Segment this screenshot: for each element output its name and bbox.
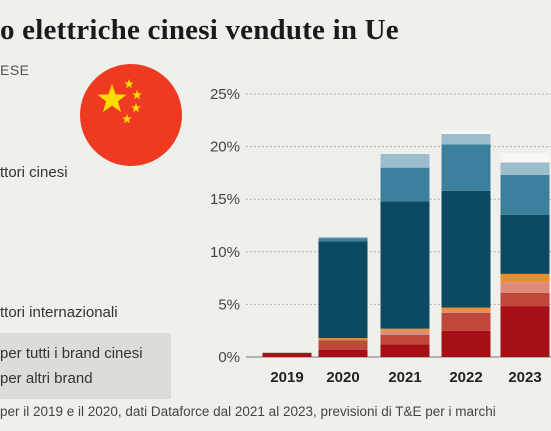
x-axis-ticks: 2019 2020 2021 2022 2023: [270, 369, 541, 386]
legend-international-makers: ttori internazionali: [0, 304, 118, 321]
x-tick-label: 2019: [270, 369, 303, 386]
flag-small-star-2: [132, 90, 142, 100]
chart-title: o elettriche cinesi vendute in Ue: [0, 14, 399, 46]
bar-segment-2021-0: [380, 344, 430, 357]
bar-segment-2023-7: [500, 152, 550, 163]
flag-circle: [80, 64, 182, 166]
legend-chinese-makers: ttori cinesi: [0, 164, 68, 181]
x-tick-label: 2022: [449, 369, 482, 386]
legend-all-chinese-brands: per tutti i brand cinesi: [0, 345, 143, 362]
bar-segment-2022-4: [441, 190, 491, 308]
bar-segment-2022-7: [441, 130, 491, 134]
flag-small-star-3: [131, 103, 141, 113]
bar-segment-2020-4: [318, 241, 368, 339]
y-tick-label: 10%: [210, 244, 240, 261]
legend-other-brands: per altri brand: [0, 370, 93, 387]
y-tick-label: 20%: [210, 139, 240, 156]
bar-segment-2021-1: [380, 334, 430, 345]
bar-segment-2023-5: [500, 175, 550, 215]
bar-segment-2023-2: [500, 282, 550, 293]
bar-segment-2020-3: [318, 338, 368, 341]
bars: [262, 130, 550, 357]
legend-box: per tutti i brand cinesi per altri brand: [0, 333, 171, 399]
x-tick-label: 2020: [326, 369, 359, 386]
china-flag-icon: [80, 64, 182, 171]
bar-segment-2020-1: [318, 340, 368, 350]
bar-segment-2021-6: [380, 153, 430, 168]
bar-segment-2022-0: [441, 330, 491, 357]
bar-segment-2021-3: [380, 328, 430, 331]
flag-small-star-4: [122, 114, 132, 124]
bar-segment-2021-4: [380, 201, 430, 329]
y-tick-label: 25%: [210, 86, 240, 103]
bar-segment-2020-0: [318, 349, 368, 357]
x-tick-label: 2021: [388, 369, 421, 386]
bar-segment-2022-5: [441, 144, 491, 191]
bar-segment-2023-3: [500, 273, 550, 283]
bar-segment-2023-6: [500, 162, 550, 176]
bar-segment-2020-5: [318, 238, 368, 242]
bar-segment-2021-2: [380, 330, 430, 335]
chart-subtitle: ESE: [0, 62, 30, 78]
bar-segment-2023-0: [500, 306, 550, 357]
source-note: per il 2019 e il 2020, dati Dataforce da…: [0, 404, 496, 419]
bar-segment-2022-2: [441, 310, 491, 313]
bar-segment-2022-1: [441, 312, 491, 331]
flag-small-star-1: [124, 79, 134, 89]
x-tick-label: 2023: [508, 369, 541, 386]
y-tick-label: 15%: [210, 191, 240, 208]
bar-segment-2022-6: [441, 133, 491, 145]
bar-segment-2023-1: [500, 292, 550, 307]
bar-segment-2021-5: [380, 167, 430, 202]
y-tick-label: 5%: [218, 296, 240, 313]
bar-segment-2023-4: [500, 214, 550, 274]
bar-segment-2019-0: [262, 352, 312, 357]
bar-segment-2022-3: [441, 307, 491, 311]
y-axis-ticks: 0% 5% 10% 15% 20% 25%: [210, 86, 240, 366]
y-tick-label: 0%: [218, 349, 240, 366]
flag-big-star: [97, 84, 127, 112]
bar-segment-2020-6: [318, 237, 368, 239]
